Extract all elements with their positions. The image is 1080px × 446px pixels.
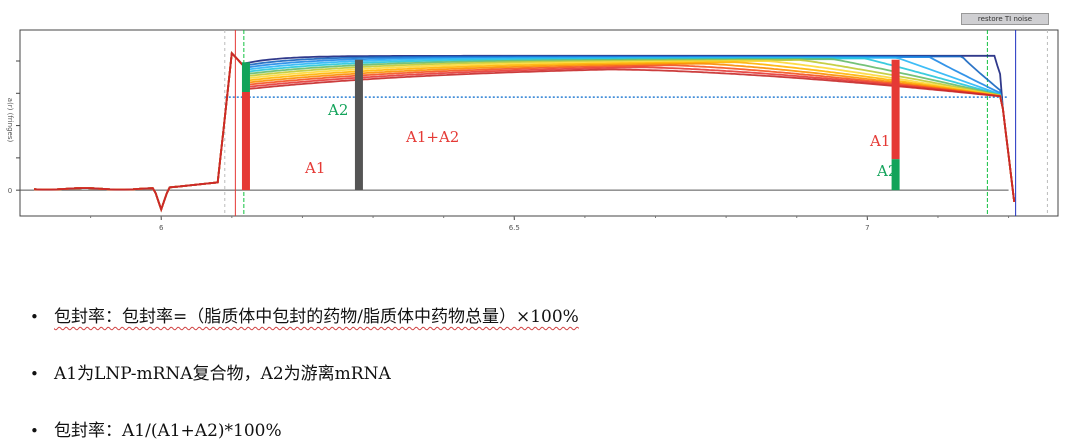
y-axis-label: a(r) (fringes) — [6, 98, 14, 143]
sedimentation-chart: A2 A1 A1+A2 A1 A2 6 6.5 7 0 a(r) (fringes) — [6, 29, 1059, 232]
left-a2-label: A2 — [327, 101, 348, 119]
bullet-dot: • — [30, 365, 39, 383]
plot-frame — [19, 29, 1059, 217]
bullet-dot: • — [30, 422, 39, 440]
sum-label: A1+A2 — [405, 128, 459, 146]
sum-bar — [354, 59, 363, 191]
y-tick-label: 0 — [8, 187, 12, 195]
left-a1-label: A1 — [304, 159, 325, 177]
left-a2-bar — [241, 62, 250, 92]
left-a1-bar — [241, 92, 250, 191]
right-a1-label: A1 — [869, 132, 890, 150]
right-a2-bar — [891, 159, 900, 191]
x-tick-label: 7 — [865, 224, 869, 232]
bullet-item-a1-a2-definition: • A1为LNP-mRNA复合物，A2为游离mRNA — [30, 364, 391, 384]
restore-ti-noise-button[interactable]: restore TI noise — [961, 13, 1049, 25]
bullet-dot: • — [30, 308, 39, 326]
axis-ticks: 6 6.5 7 0 a(r) (fringes) — [6, 60, 1010, 232]
scan-curves — [34, 51, 1016, 213]
annotation-labels: A2 A1 A1+A2 A1 A2 — [304, 101, 897, 180]
right-a2-label: A2 — [876, 162, 897, 180]
annotation-bars — [241, 59, 900, 191]
bullet-item-encapsulation-formula: • 包封率：A1/(A1+A2)*100% — [30, 421, 282, 441]
bullet-item-encapsulation-definition: • 包封率：包封率=（脂质体中包封的药物/脂质体中药物总量）×100% — [30, 307, 579, 327]
x-tick-label: 6.5 — [509, 224, 520, 232]
right-a1-bar — [891, 59, 900, 160]
plot-border — [19, 29, 1059, 217]
scan-curve-13 — [34, 51, 1016, 213]
x-tick-label: 6 — [159, 224, 164, 232]
